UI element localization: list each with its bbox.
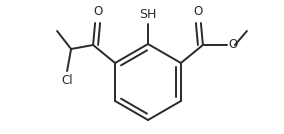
Text: O: O: [193, 5, 202, 18]
Text: O: O: [93, 5, 103, 18]
Text: O: O: [228, 38, 237, 51]
Text: SH: SH: [139, 8, 157, 21]
Text: Cl: Cl: [61, 74, 73, 87]
